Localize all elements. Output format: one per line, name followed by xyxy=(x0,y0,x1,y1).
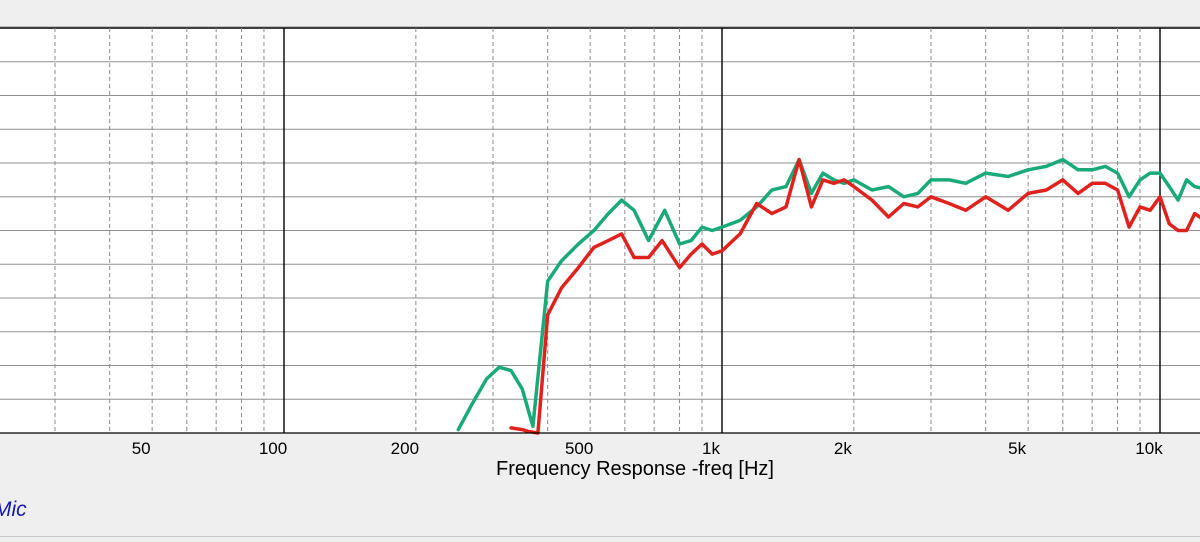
x-tick-label: 100 xyxy=(259,439,287,458)
x-tick-label: 5k xyxy=(1008,439,1026,458)
x-tick-label: 200 xyxy=(391,439,419,458)
series-line-2 xyxy=(509,157,1200,435)
x-tick-label: 2k xyxy=(834,439,852,458)
grid-lines xyxy=(0,27,1200,433)
x-tick-label: 50 xyxy=(132,439,151,458)
x-tick-labels: 50 100 200 500 1k 2k 5k 10k xyxy=(132,439,1164,458)
series-lines xyxy=(456,157,1200,435)
bottom-border xyxy=(0,536,1200,537)
top-panel-edge xyxy=(0,0,1200,27)
x-tick-label: 1k xyxy=(702,439,720,458)
x-tick-label: 500 xyxy=(565,439,593,458)
x-tick-label: 10k xyxy=(1135,439,1163,458)
x-axis-label: Frequency Response -freq [Hz] xyxy=(496,458,774,480)
mic-label: Mic xyxy=(0,498,27,521)
